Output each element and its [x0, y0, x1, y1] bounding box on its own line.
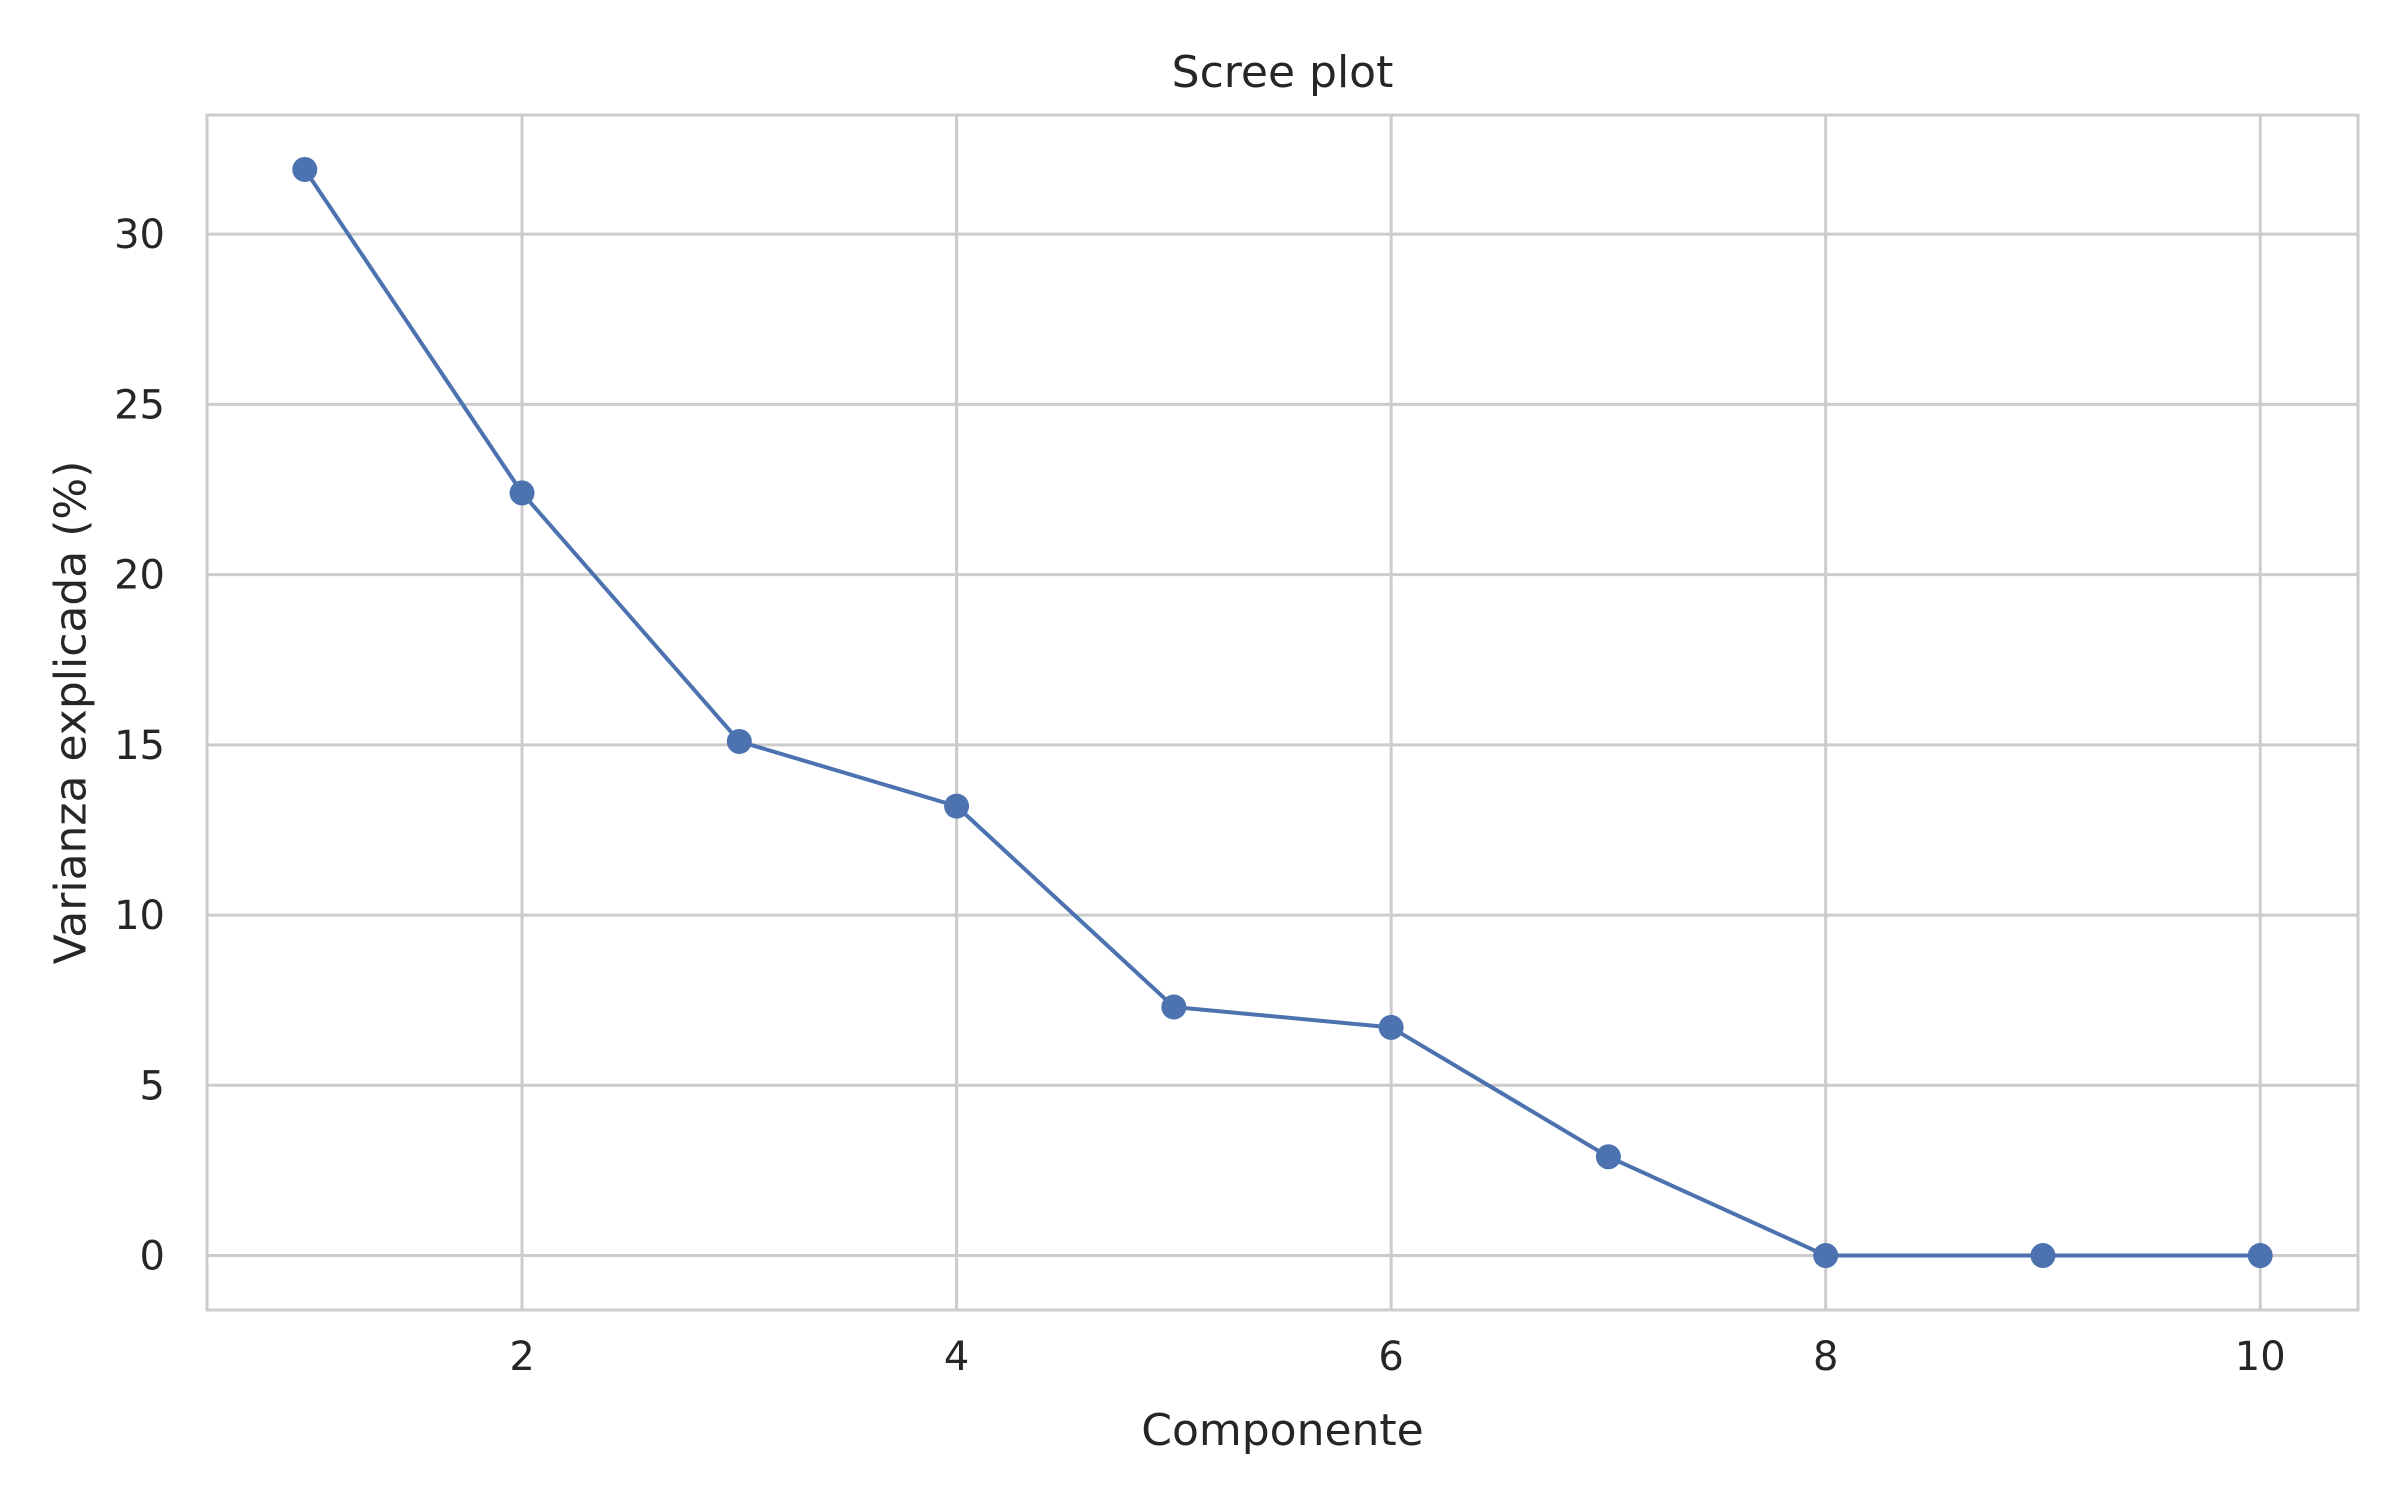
y-tick-label: 30: [114, 212, 165, 258]
data-point: [1595, 1144, 1621, 1170]
data-point: [1161, 994, 1187, 1020]
chart-title: Scree plot: [1172, 47, 1394, 98]
y-tick-label: 20: [114, 553, 165, 599]
y-tick-label: 0: [140, 1234, 165, 1280]
data-point: [726, 728, 752, 754]
y-tick-label: 10: [114, 893, 165, 939]
y-tick-label: 5: [140, 1063, 165, 1109]
plot-frame: [205, 113, 2360, 1312]
x-tick-label: 2: [509, 1334, 534, 1380]
series-layer: [292, 156, 2273, 1269]
y-tick-label: 15: [114, 723, 165, 769]
data-point: [292, 156, 318, 182]
x-tick-label: 4: [944, 1334, 969, 1380]
grid: [207, 115, 2358, 1310]
x-tick-label: 8: [1813, 1334, 1838, 1380]
data-point: [1378, 1014, 1404, 1040]
x-tick-label: 6: [1378, 1334, 1403, 1380]
data-point: [509, 480, 535, 506]
data-point: [944, 793, 970, 819]
data-point: [2247, 1243, 2273, 1269]
data-point: [2030, 1243, 2056, 1269]
y-axis-label: Varianza explicada (%): [45, 461, 96, 965]
y-tick-label: 25: [114, 382, 165, 428]
tick-labels: 2 4 6 8 10 0 5 10 15 20 25 30: [114, 212, 2286, 1380]
series-line: [303, 168, 2261, 1258]
data-point: [1813, 1243, 1839, 1269]
x-axis-label: Componente: [1141, 1405, 1424, 1456]
x-tick-label: 10: [2235, 1334, 2286, 1380]
